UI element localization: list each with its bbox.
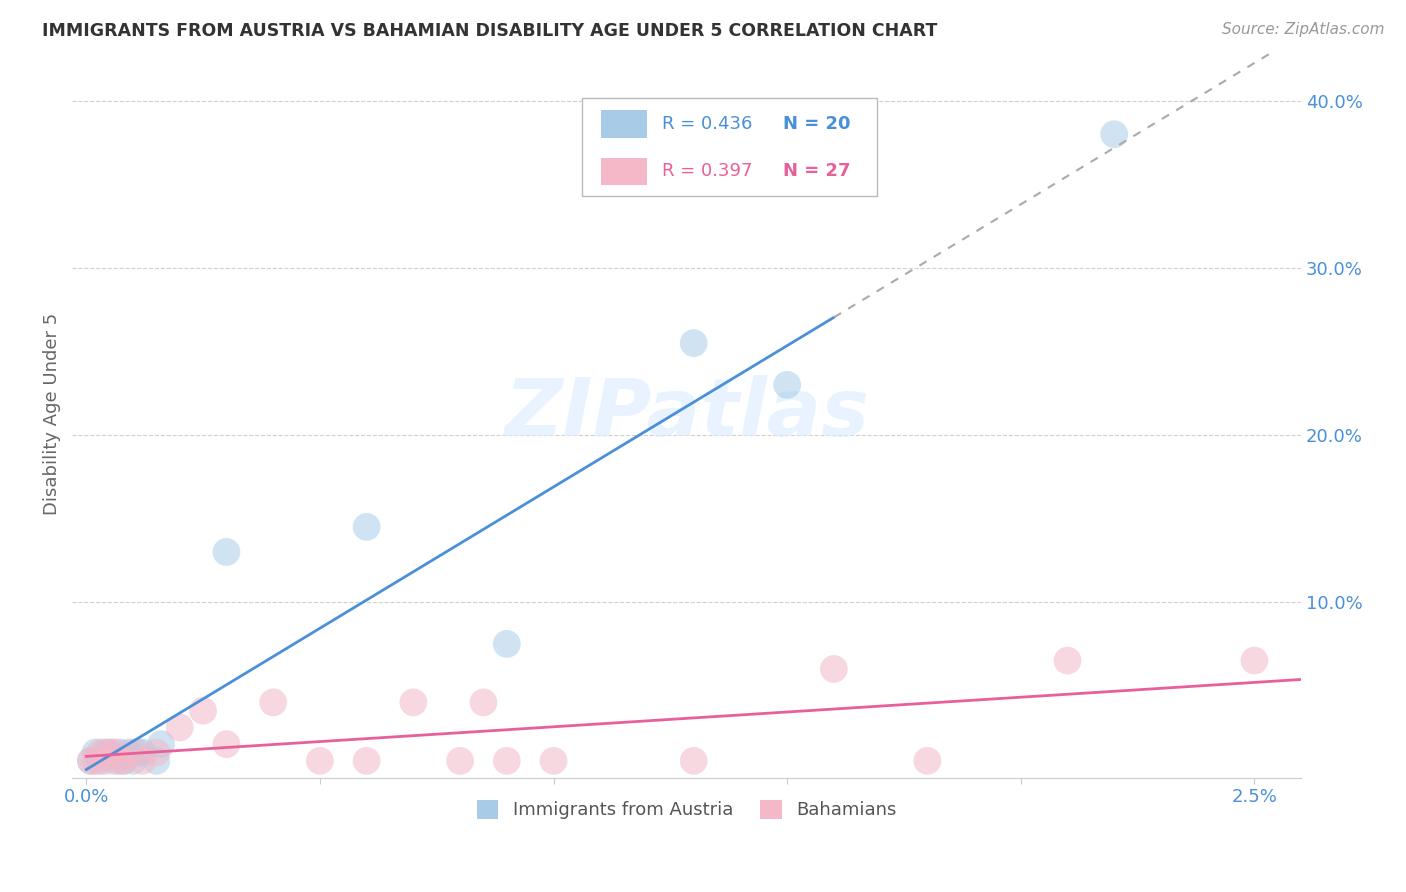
Point <box>94 754 117 768</box>
Point <box>215 545 238 559</box>
Point <box>84 754 107 768</box>
Point <box>1102 127 1125 141</box>
Point <box>145 754 167 768</box>
Text: N = 20: N = 20 <box>783 115 851 133</box>
Text: ZIPatlas: ZIPatlas <box>505 376 869 453</box>
Y-axis label: Disability Age Under 5: Disability Age Under 5 <box>44 313 60 516</box>
Text: R = 0.436: R = 0.436 <box>662 115 752 133</box>
Point <box>122 754 145 768</box>
Point <box>682 754 704 768</box>
Point <box>449 754 471 768</box>
Legend: Immigrants from Austria, Bahamians: Immigrants from Austria, Bahamians <box>470 793 904 827</box>
Point <box>112 754 135 768</box>
Point <box>215 737 238 751</box>
Point <box>80 754 103 768</box>
Point <box>89 746 111 760</box>
Point <box>127 746 149 760</box>
Bar <box>600 111 647 138</box>
Point <box>98 746 121 760</box>
Text: N = 27: N = 27 <box>783 162 851 180</box>
Text: R = 0.397: R = 0.397 <box>662 162 752 180</box>
Point <box>169 721 191 735</box>
Point <box>1056 654 1078 668</box>
Point <box>150 737 173 751</box>
Bar <box>600 158 647 186</box>
Point <box>131 754 153 768</box>
Point <box>262 695 284 709</box>
Point <box>472 695 495 709</box>
Point <box>94 746 117 760</box>
Point <box>84 746 107 760</box>
Point <box>356 520 378 534</box>
Point <box>356 754 378 768</box>
Point <box>108 746 131 760</box>
Text: Source: ZipAtlas.com: Source: ZipAtlas.com <box>1222 22 1385 37</box>
Point <box>776 377 799 392</box>
Point <box>402 695 425 709</box>
Point <box>131 746 153 760</box>
Point <box>145 746 167 760</box>
Point <box>543 754 565 768</box>
Point <box>103 746 125 760</box>
FancyBboxPatch shape <box>582 98 877 196</box>
Point <box>917 754 939 768</box>
Point <box>103 754 125 768</box>
Point <box>122 746 145 760</box>
Point <box>823 662 845 676</box>
Point <box>108 754 131 768</box>
Point <box>309 754 332 768</box>
Point <box>112 754 135 768</box>
Point <box>89 754 111 768</box>
Point <box>1243 654 1265 668</box>
Text: IMMIGRANTS FROM AUSTRIA VS BAHAMIAN DISABILITY AGE UNDER 5 CORRELATION CHART: IMMIGRANTS FROM AUSTRIA VS BAHAMIAN DISA… <box>42 22 938 40</box>
Point <box>682 336 704 351</box>
Point <box>80 754 103 768</box>
Point <box>495 637 517 651</box>
Point <box>495 754 517 768</box>
Point <box>191 704 214 718</box>
Point <box>98 746 121 760</box>
Point <box>117 746 139 760</box>
